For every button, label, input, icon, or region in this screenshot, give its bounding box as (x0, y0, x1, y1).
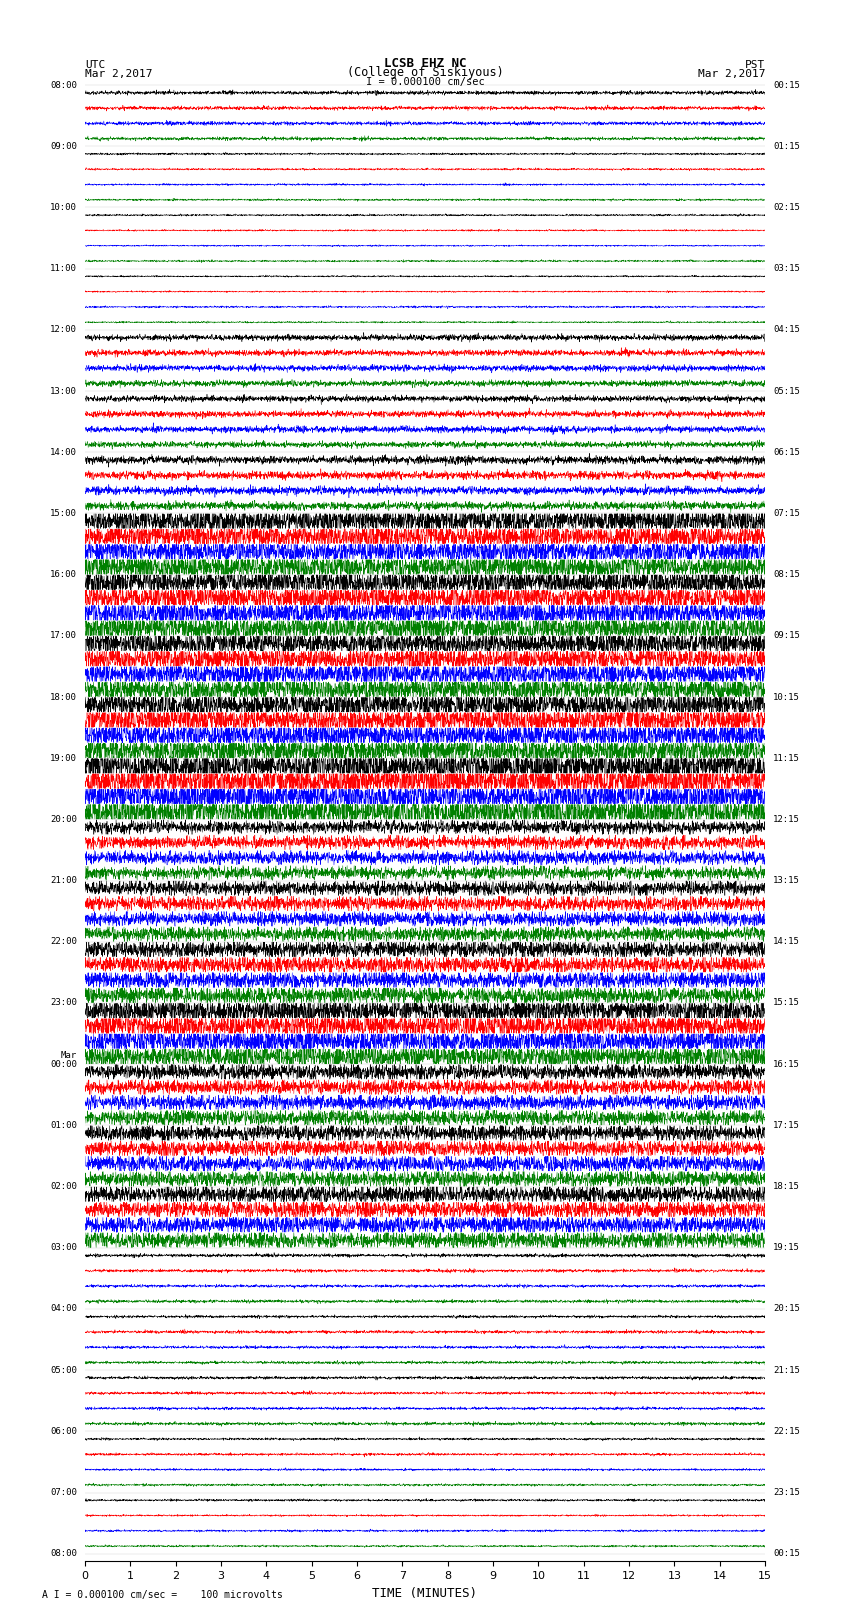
Text: 22:15: 22:15 (774, 1428, 800, 1436)
Text: 10:15: 10:15 (774, 692, 800, 702)
Text: 18:15: 18:15 (774, 1182, 800, 1190)
X-axis label: TIME (MINUTES): TIME (MINUTES) (372, 1587, 478, 1600)
Text: I = 0.000100 cm/sec: I = 0.000100 cm/sec (366, 77, 484, 87)
Text: 15:15: 15:15 (774, 998, 800, 1008)
Text: 21:15: 21:15 (774, 1366, 800, 1374)
Text: 23:15: 23:15 (774, 1489, 800, 1497)
Text: Mar: Mar (60, 1052, 76, 1060)
Text: 09:00: 09:00 (50, 142, 76, 150)
Text: 05:00: 05:00 (50, 1366, 76, 1374)
Text: 03:00: 03:00 (50, 1244, 76, 1252)
Text: 17:15: 17:15 (774, 1121, 800, 1129)
Text: 14:15: 14:15 (774, 937, 800, 947)
Text: Mar 2,2017: Mar 2,2017 (85, 69, 152, 79)
Text: 08:15: 08:15 (774, 569, 800, 579)
Text: 16:00: 16:00 (50, 569, 76, 579)
Text: 23:00: 23:00 (50, 998, 76, 1008)
Text: 10:00: 10:00 (50, 203, 76, 211)
Text: 12:00: 12:00 (50, 326, 76, 334)
Text: 11:00: 11:00 (50, 265, 76, 273)
Text: 08:00: 08:00 (50, 81, 76, 90)
Text: 13:15: 13:15 (774, 876, 800, 886)
Text: 12:15: 12:15 (774, 815, 800, 824)
Text: 20:15: 20:15 (774, 1305, 800, 1313)
Text: 11:15: 11:15 (774, 753, 800, 763)
Text: 13:00: 13:00 (50, 387, 76, 395)
Text: 02:15: 02:15 (774, 203, 800, 211)
Text: 02:00: 02:00 (50, 1182, 76, 1190)
Text: 08:00: 08:00 (50, 1548, 76, 1558)
Text: 06:00: 06:00 (50, 1428, 76, 1436)
Text: 04:00: 04:00 (50, 1305, 76, 1313)
Text: 20:00: 20:00 (50, 815, 76, 824)
Text: UTC: UTC (85, 60, 105, 71)
Text: 18:00: 18:00 (50, 692, 76, 702)
Text: 00:00: 00:00 (50, 1060, 76, 1069)
Text: (College of Siskiyous): (College of Siskiyous) (347, 66, 503, 79)
Text: 03:15: 03:15 (774, 265, 800, 273)
Text: PST: PST (745, 60, 765, 71)
Text: 15:00: 15:00 (50, 510, 76, 518)
Text: 07:00: 07:00 (50, 1489, 76, 1497)
Text: 19:00: 19:00 (50, 753, 76, 763)
Text: 01:15: 01:15 (774, 142, 800, 150)
Text: 17:00: 17:00 (50, 631, 76, 640)
Text: 00:15: 00:15 (774, 81, 800, 90)
Text: 09:15: 09:15 (774, 631, 800, 640)
Text: 14:00: 14:00 (50, 448, 76, 456)
Text: 00:15: 00:15 (774, 1548, 800, 1558)
Text: 05:15: 05:15 (774, 387, 800, 395)
Text: 22:00: 22:00 (50, 937, 76, 947)
Text: A I = 0.000100 cm/sec =    100 microvolts: A I = 0.000100 cm/sec = 100 microvolts (42, 1590, 283, 1600)
Text: LCSB EHZ NC: LCSB EHZ NC (383, 56, 467, 71)
Text: 04:15: 04:15 (774, 326, 800, 334)
Text: 16:15: 16:15 (774, 1060, 800, 1069)
Text: 19:15: 19:15 (774, 1244, 800, 1252)
Text: 06:15: 06:15 (774, 448, 800, 456)
Text: 01:00: 01:00 (50, 1121, 76, 1129)
Text: Mar 2,2017: Mar 2,2017 (698, 69, 765, 79)
Text: 07:15: 07:15 (774, 510, 800, 518)
Text: 21:00: 21:00 (50, 876, 76, 886)
